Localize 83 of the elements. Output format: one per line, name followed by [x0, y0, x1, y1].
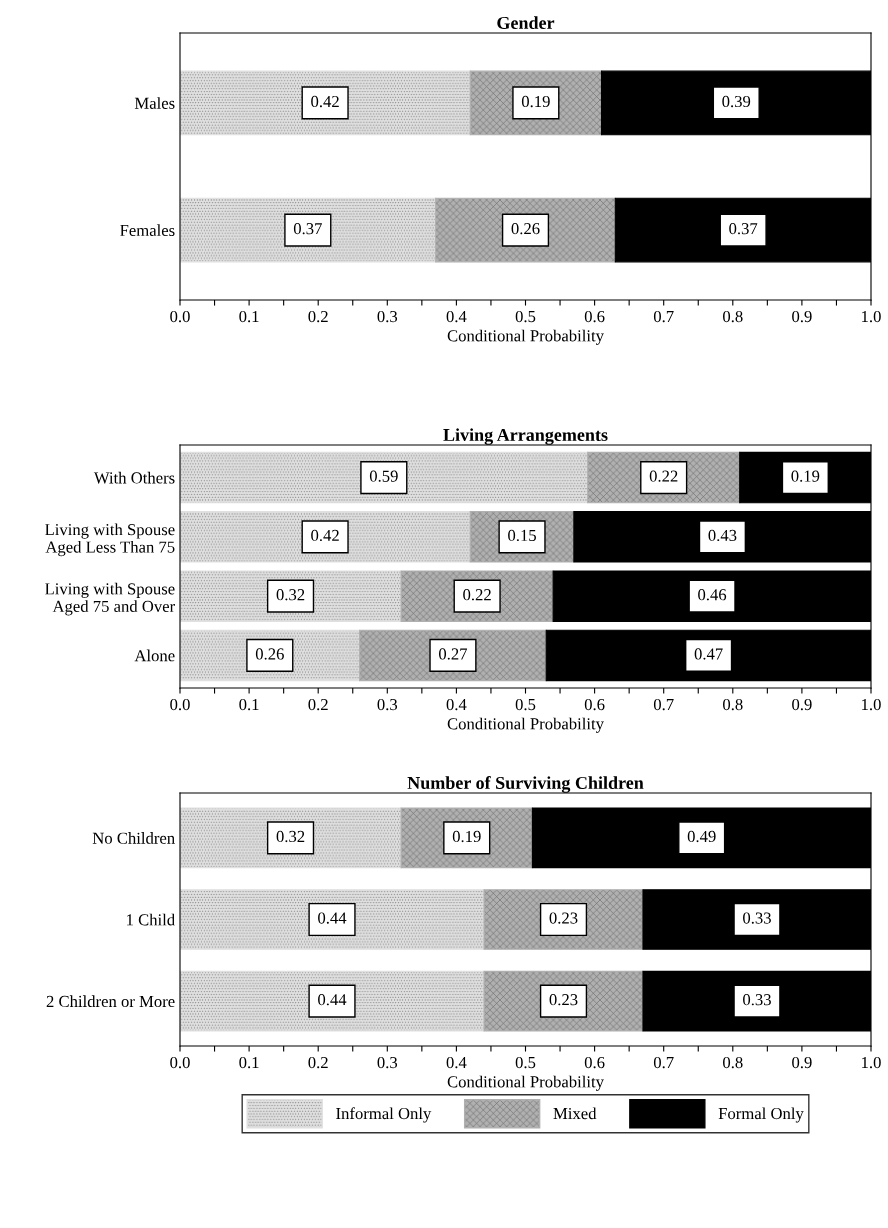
x-tick-label: 0.1 [239, 1056, 259, 1069]
x-tick-label: 0.1 [239, 310, 259, 323]
data-label: 0.32 [276, 830, 305, 843]
data-label: 0.37 [293, 223, 322, 235]
y-tick-label: With Others [93, 471, 175, 484]
data-label: 0.19 [452, 830, 481, 843]
data-label: 0.15 [508, 529, 536, 542]
x-tick-label: 0.0 [170, 1056, 190, 1069]
x-axis-title: Conditional Probability [447, 329, 604, 345]
data-label: 0.26 [511, 223, 540, 235]
x-tick-label: 0.8 [723, 1056, 743, 1069]
x-tick-label: 0.2 [308, 310, 328, 323]
data-label: 0.23 [549, 994, 578, 1006]
data-label: 0.32 [276, 589, 305, 601]
x-tick-label: 0.6 [584, 310, 605, 323]
data-label: 0.44 [318, 994, 347, 1006]
x-tick-label: 0.4 [446, 1056, 467, 1069]
data-label: 0.22 [463, 589, 491, 601]
data-label: 0.26 [255, 648, 284, 660]
data-label: 0.19 [791, 470, 820, 482]
x-tick-label: 0.5 [515, 310, 536, 323]
data-label: 0.33 [743, 912, 771, 924]
data-label: 0.46 [698, 589, 727, 601]
data-label: 0.22 [649, 470, 678, 482]
data-label: 0.43 [708, 529, 737, 542]
data-label: 0.59 [369, 470, 398, 482]
data-label: 0.33 [743, 994, 771, 1006]
x-tick-label: 0.9 [792, 1056, 812, 1069]
data-label: 0.37 [729, 223, 758, 235]
data-label: 0.44 [318, 912, 347, 924]
x-tick-label: 0.4 [446, 310, 467, 323]
x-tick-label: 0.0 [170, 698, 190, 711]
x-tick-label: 0.5 [515, 1056, 536, 1069]
x-tick-label: 0.8 [723, 310, 743, 323]
y-tick-label: Living with Spouse Aged Less Than 75 [45, 523, 175, 557]
chart-title: Gender [497, 16, 555, 30]
data-label: 0.23 [549, 912, 578, 924]
x-tick-label: 0.4 [446, 698, 467, 711]
x-tick-label: 0.5 [515, 698, 536, 711]
x-tick-label: 0.2 [308, 698, 328, 711]
data-label: 0.42 [311, 95, 339, 108]
x-tick-label: 0.0 [170, 310, 190, 323]
y-tick-label: Females [120, 224, 175, 237]
x-tick-label: 0.3 [377, 310, 398, 323]
x-tick-label: 0.7 [653, 1056, 674, 1069]
x-tick-label: 0.6 [584, 698, 605, 711]
x-tick-label: 0.7 [653, 698, 674, 711]
x-tick-label: 0.8 [723, 698, 743, 711]
bar [180, 451, 589, 504]
chart-title: Number of Surviving Children [407, 776, 644, 793]
x-tick-label: 1.0 [862, 1056, 881, 1069]
y-tick-label: No Children [92, 832, 175, 844]
x-axis-title: Conditional Probability [447, 1075, 604, 1091]
data-label: 0.19 [521, 95, 550, 108]
legend-label: Mixed [553, 1107, 597, 1120]
legend-label: Formal Only [718, 1107, 804, 1123]
bar [180, 970, 485, 1032]
x-tick-label: 0.3 [377, 1056, 398, 1069]
x-tick-label: 0.3 [377, 698, 398, 711]
x-tick-label: 0.2 [308, 1056, 328, 1069]
x-tick-label: 1.0 [862, 310, 881, 323]
x-tick-label: 0.6 [584, 1056, 605, 1069]
y-tick-label: Alone [134, 649, 175, 662]
data-label: 0.47 [694, 648, 723, 660]
x-tick-label: 0.7 [653, 310, 674, 323]
y-tick-label: Living with Spouse Aged 75 and Over [45, 582, 175, 616]
x-tick-label: 0.9 [792, 310, 812, 323]
x-axis-title: Conditional Probability [447, 717, 604, 733]
x-tick-label: 0.9 [792, 698, 812, 711]
y-tick-label: 2 Children or More [46, 995, 175, 1008]
bar [180, 889, 485, 950]
y-tick-label: Males [134, 97, 175, 109]
x-tick-label: 1.0 [862, 698, 881, 711]
y-tick-label: 1 Child [127, 913, 175, 926]
bar [180, 511, 471, 563]
data-label: 0.27 [439, 648, 468, 660]
x-tick-label: 0.1 [239, 698, 259, 711]
data-label: 0.42 [311, 529, 339, 542]
data-label: 0.49 [687, 830, 716, 843]
chart-title: Living Arrangements [443, 428, 608, 445]
data-label: 0.39 [722, 95, 751, 108]
bar [180, 70, 471, 136]
legend-label: Informal Only [336, 1107, 432, 1123]
